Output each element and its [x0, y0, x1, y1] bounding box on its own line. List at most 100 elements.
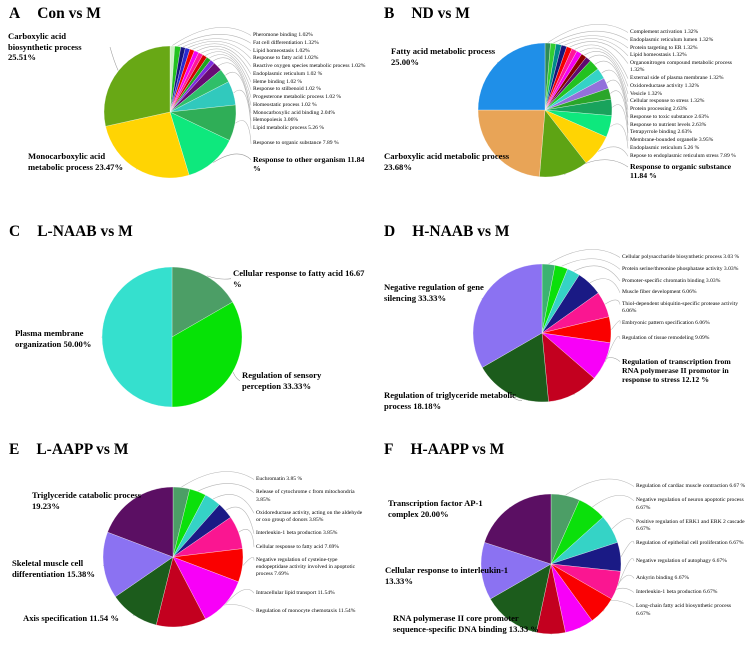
- leader-line: [212, 57, 252, 106]
- leader-line: [232, 372, 241, 381]
- panel-e-l-aapp-vs-m: E L-AAPP vs M Triglyceride catabolic proc…: [0, 436, 374, 654]
- leader-line: [579, 47, 629, 87]
- slice-label-minor: Fat cell differentiation 1.32%: [253, 39, 319, 46]
- slice-label-major: Cellular response to interleukin-1 13.33…: [385, 565, 509, 586]
- slice-label-minor: Tetrapyrrole binding 2.63%: [630, 129, 692, 136]
- panel-a-con-vs-m: A Con vs M Carboxylic acid biosynthetic p…: [0, 0, 374, 218]
- slice-label-minor: Complement activation 1.32%: [630, 29, 699, 35]
- slice-label-minor: Hemopoiesis 3.06%: [253, 117, 299, 124]
- slice-label-minor: Protein serine/threonine phosphatase act…: [622, 265, 739, 272]
- slice-label-major: Axis specification 11.54 %: [23, 613, 119, 623]
- slice-label-minor: Negative regulation of cysteine-type end…: [256, 556, 356, 578]
- pie-chart: [101, 266, 243, 408]
- leader-line: [601, 69, 629, 118]
- leader-line: [109, 47, 119, 71]
- slice-label-minor: Long-chain fatty acid biosynthetic proce…: [636, 603, 732, 617]
- pie-slice: [103, 45, 171, 127]
- slice-label-major: Fatty acid metabolic process 25.00%: [391, 46, 496, 67]
- panel-title: C L-NAAB vs M: [9, 223, 133, 241]
- pie-chart: [480, 493, 622, 635]
- pie-chart: [102, 486, 244, 628]
- leader-line: [177, 34, 252, 47]
- leader-line: [606, 79, 629, 126]
- leader-line: [213, 153, 252, 163]
- leader-line: [553, 30, 629, 44]
- slice-label-minor: Response to stilbenoid 1.02 %: [253, 86, 321, 93]
- slice-label-major: Negative regulation of gene silencing 33…: [384, 282, 484, 303]
- slice-label-major: Carboxylic acid biosynthetic process 25.…: [8, 31, 82, 63]
- slice-label-minor: Protein processing 2.63%: [630, 106, 688, 113]
- panel-title: F H-AAPP vs M: [384, 441, 504, 459]
- slice-label-minor: Regulation of epithelial cell proliferat…: [636, 540, 744, 547]
- slice-label-minor: Cellular response to fatty acid 7.69%: [256, 543, 339, 550]
- leader-line: [547, 24, 629, 43]
- leader-line: [610, 90, 629, 134]
- panel-title: B ND vs M: [384, 5, 470, 23]
- panel-letter: F: [384, 441, 394, 458]
- slice-label-minor: Ankyrin binding 6.67%: [636, 574, 689, 581]
- slice-label-minor: Endoplasmic reticulum lumen 1.32%: [630, 36, 714, 43]
- leader-lines: [109, 27, 252, 170]
- small-labels-column: Pheromone binding 1.02% Fat cell differen…: [253, 32, 366, 174]
- slice-label-minor: Muscle fiber development 6.06%: [622, 289, 697, 296]
- leader-line: [238, 529, 255, 548]
- leader-line: [604, 335, 621, 363]
- leader-line: [611, 518, 635, 529]
- slice-label-minor: Response to organic substance 7.89 %: [253, 140, 339, 147]
- slice-label-minor: Euchromatin 3.85 %: [256, 476, 303, 482]
- pie-chart: [477, 42, 613, 178]
- slice-label-major: Response to organic substance 11.84 %: [630, 162, 732, 181]
- panel-letter: D: [384, 223, 396, 240]
- slice-label-minor: Endoplasmic reticulum 1.02 %: [253, 70, 323, 77]
- panel-c-l-naab-vs-m: C L-NAAB vs M Plasma membrane organizatio…: [0, 218, 374, 436]
- leader-line: [565, 478, 635, 496]
- panel-letter: A: [9, 5, 21, 22]
- slice-label-minor: Lipid metabolic process 5.26 %: [253, 125, 324, 132]
- slice-label-minor: Release of cytochrome c from mitochondri…: [256, 489, 355, 503]
- leader-line: [225, 589, 255, 604]
- slice-label-minor: Lipid homeostasis 1.32%: [630, 52, 687, 59]
- leader-line: [197, 483, 255, 494]
- slice-label-minor: Vesicle 1.32%: [630, 90, 662, 97]
- leader-line: [183, 38, 252, 52]
- slice-label-minor: Promoter-specific chromatin binding 3.03…: [622, 277, 721, 284]
- slice-label-minor: Regulation of monocyte chemotaxis 11.54%: [256, 607, 356, 614]
- panel-letter: E: [9, 441, 20, 458]
- leader-line: [212, 494, 255, 514]
- panel-letter: B: [384, 5, 395, 22]
- slice-label-minor: Organonitrogen compound metabolic proces…: [630, 60, 732, 74]
- leader-line: [617, 558, 635, 586]
- panel-comparison-name: L-NAAB vs M: [37, 223, 133, 240]
- pie-slice: [477, 42, 546, 111]
- slice-label-minor: Lipid homeostasis 1.02%: [253, 47, 310, 54]
- panel-comparison-name: H-NAAB vs M: [412, 223, 510, 240]
- panel-letter: C: [9, 223, 21, 240]
- slice-label-minor: External side of plasma membrane 1.32%: [630, 75, 724, 82]
- pie-slice: [105, 111, 190, 179]
- pie-chart: [103, 45, 237, 179]
- panel-title: E L-AAPP vs M: [9, 441, 128, 459]
- slice-label-minor: Regulation of tissue remodeling 9.09%: [622, 335, 710, 342]
- pie-slice: [480, 542, 552, 600]
- leader-line: [573, 265, 621, 282]
- slice-label-minor: Interleukin-1 beta production 6.67%: [636, 589, 718, 596]
- leader-line: [172, 27, 252, 46]
- slice-label-major: Carboxylic acid metabolic process 23.68%: [384, 151, 510, 172]
- leader-line: [207, 275, 232, 280]
- leader-line: [620, 540, 635, 557]
- pie-slice: [169, 111, 230, 176]
- pie-slice: [472, 263, 543, 368]
- slice-label-minor: Regulation of cardiac muscle contraction…: [636, 483, 746, 489]
- leader-line: [610, 123, 629, 149]
- panel-b-nd-vs-m: B ND vs M Fatty acid metabolic process 25…: [375, 0, 749, 218]
- panel-title: A Con vs M: [9, 5, 101, 23]
- leader-line: [192, 43, 252, 67]
- panel-comparison-name: H-AAPP vs M: [410, 441, 505, 458]
- pie-slice: [477, 109, 546, 177]
- leader-line: [200, 48, 252, 83]
- slice-label-major: RNA polymerase II core promoter sequence…: [393, 613, 539, 634]
- pie-slice: [101, 266, 173, 408]
- slice-label-minor: Cellular polysaccharide biosynthetic pro…: [622, 254, 740, 260]
- leader-line: [187, 41, 252, 59]
- slice-label-minor: Negative regulation of autophagy 6.67%: [636, 557, 727, 564]
